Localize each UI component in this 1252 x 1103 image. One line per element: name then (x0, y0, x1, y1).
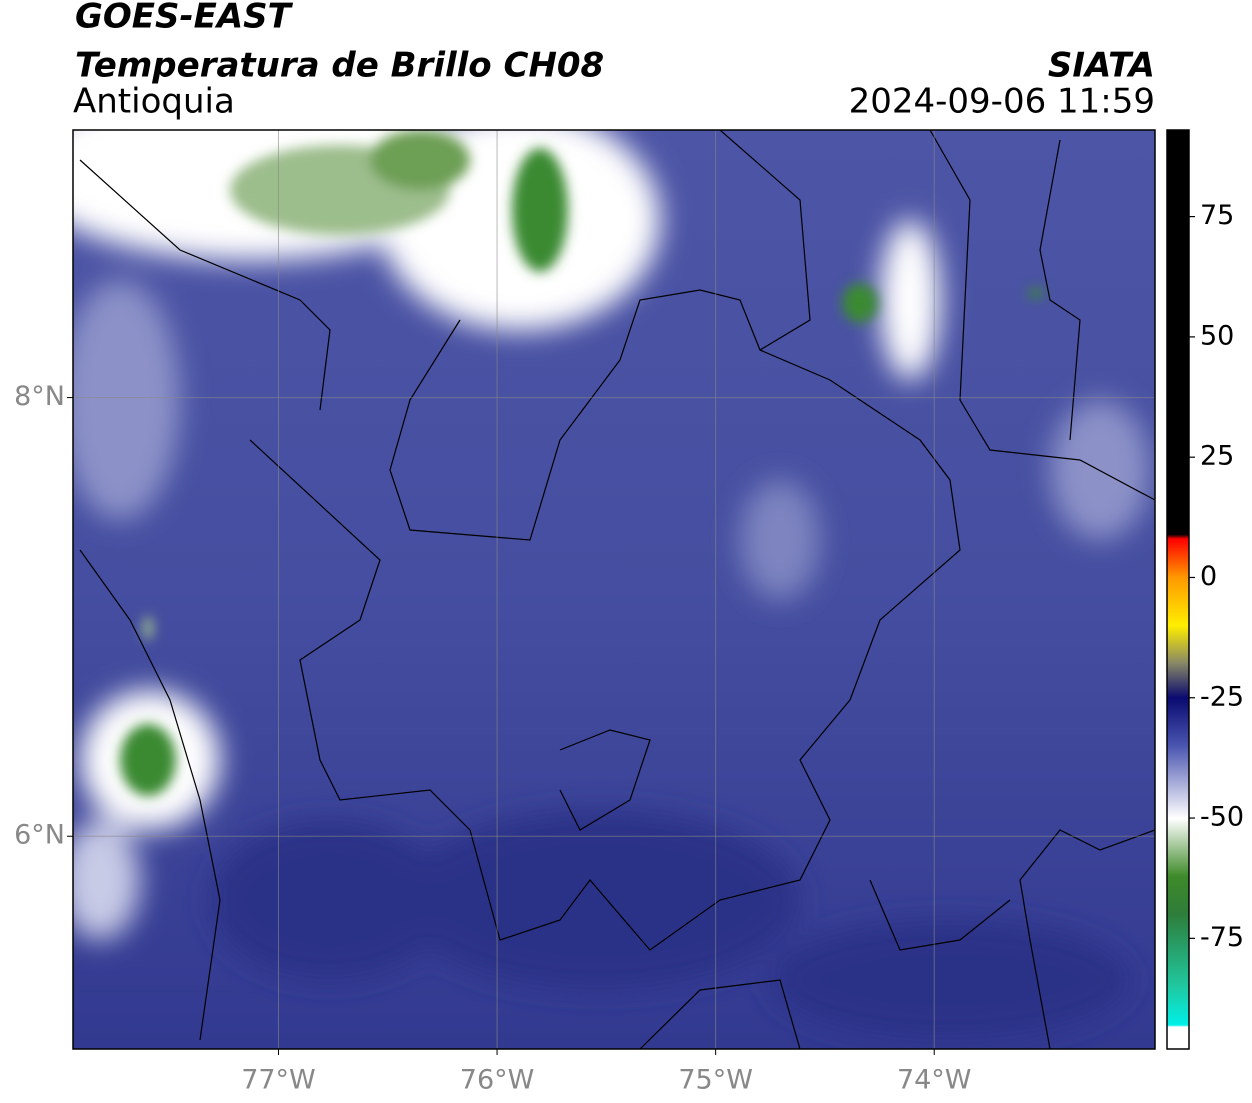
map-image (73, 130, 1155, 1049)
colorbar-tick-label: -25 (1200, 681, 1244, 712)
x-tick-label: 76°W (460, 1065, 535, 1096)
region: Antioquia (73, 82, 235, 122)
colorbar-tick-label: -50 (1200, 802, 1244, 833)
x-tick-label: 74°W (897, 1065, 972, 1096)
map-frame (72, 129, 1156, 1050)
colorbar-tick-label: -75 (1200, 922, 1244, 953)
subtitle: Temperatura de Brillo CH08 (75, 46, 604, 86)
colorbar-tick-label: 0 (1200, 561, 1217, 592)
x-tick-label: 75°W (678, 1065, 753, 1096)
colorbar-tick-label: 75 (1200, 200, 1234, 231)
timestamp: 2024-09-06 11:59 (849, 82, 1155, 122)
grid (73, 130, 1155, 1049)
y-tick-label: 6°N (14, 820, 65, 851)
x-tick-label: 77°W (241, 1065, 316, 1096)
source: SIATA (1048, 46, 1155, 86)
colorbar-tick-label: 50 (1200, 320, 1234, 351)
colorbar-tick-label: 25 (1200, 441, 1234, 472)
title: GOES-EAST (75, 0, 294, 37)
y-tick-label: 8°N (14, 381, 65, 412)
colorbar (1166, 129, 1190, 1050)
